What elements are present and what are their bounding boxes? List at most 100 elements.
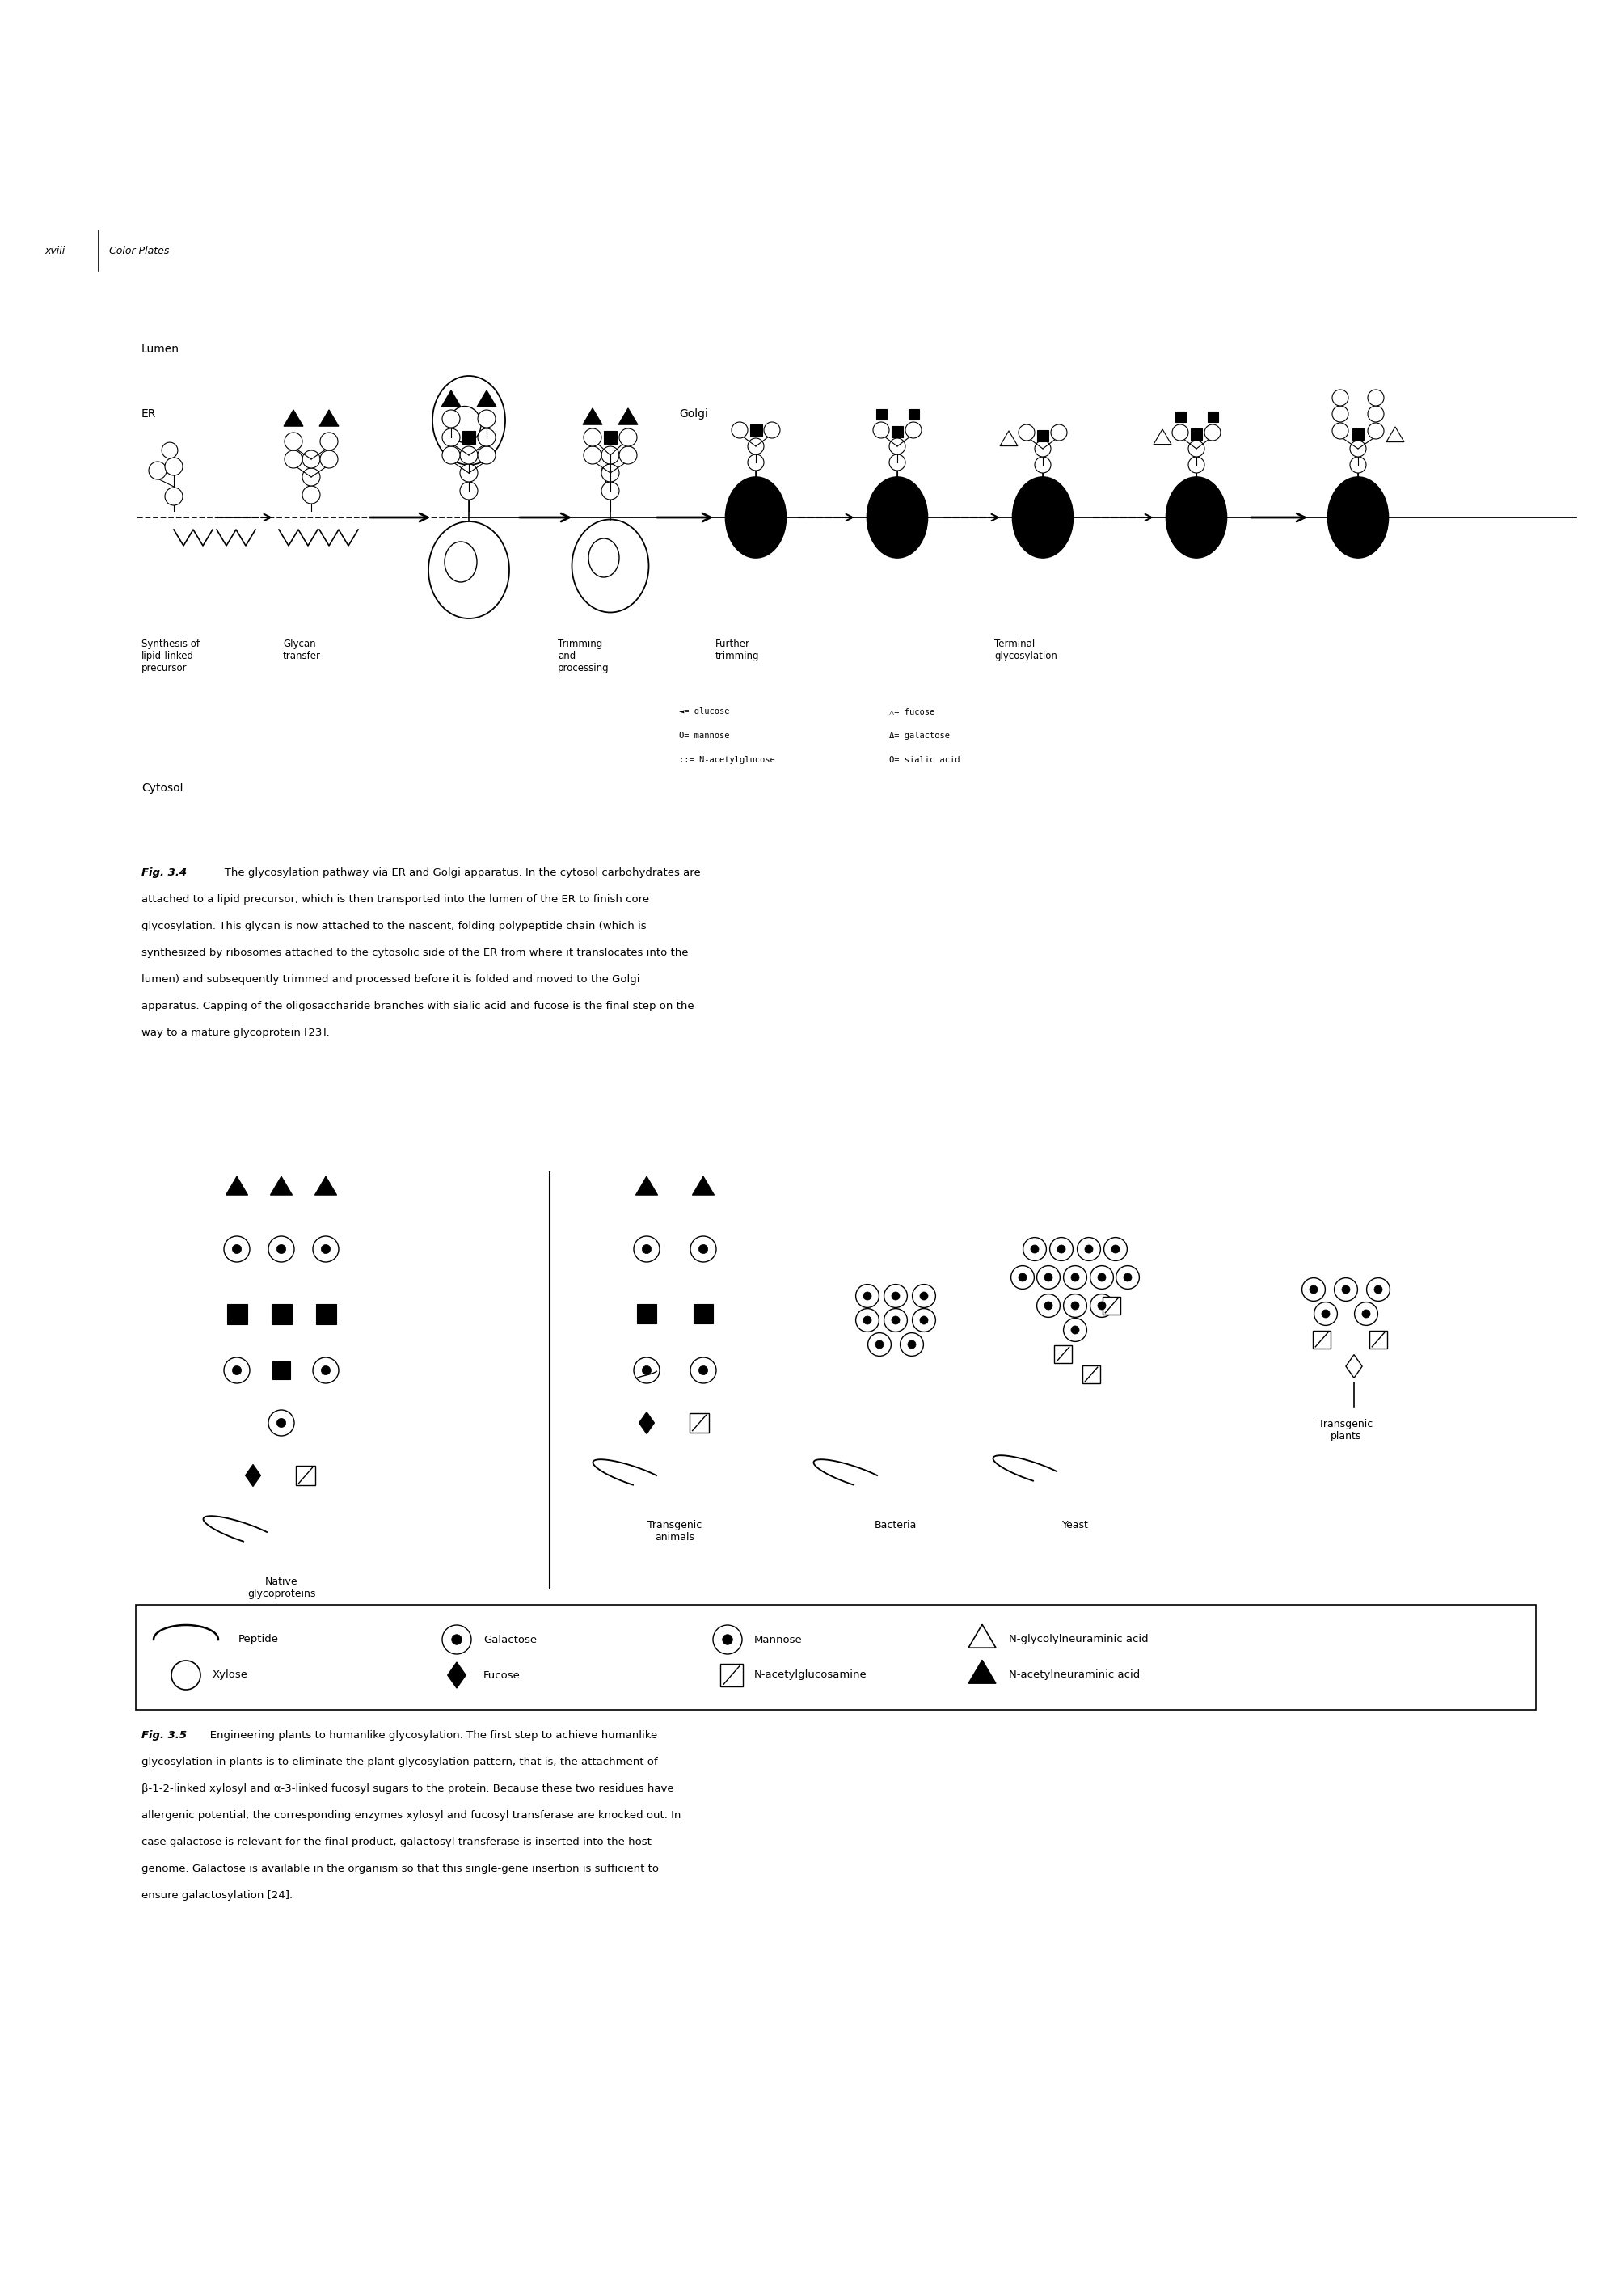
Text: synthesized by ribosomes attached to the cytosolic side of the ER from where it : synthesized by ribosomes attached to the… [141,947,689,958]
Circle shape [442,429,460,447]
Circle shape [477,429,495,447]
Text: Synthesis of
lipid-linked
precursor: Synthesis of lipid-linked precursor [141,639,200,674]
Circle shape [1332,422,1348,440]
Circle shape [1116,1265,1140,1288]
Bar [693,1304,713,1322]
Circle shape [1205,424,1221,440]
Circle shape [1064,1318,1086,1341]
Circle shape [451,1634,461,1646]
Circle shape [1367,390,1384,406]
Circle shape [919,1293,927,1300]
Circle shape [619,447,637,463]
Text: Δ= galactose: Δ= galactose [890,731,950,740]
Text: Native
glycoproteins: Native glycoproteins [247,1577,315,1600]
Circle shape [460,481,477,500]
Text: Color Plates: Color Plates [109,245,169,257]
Circle shape [583,447,601,463]
Text: Mannose: Mannose [754,1634,802,1646]
Circle shape [1064,1295,1086,1318]
Circle shape [276,1419,286,1428]
Circle shape [313,1235,339,1263]
Circle shape [1049,1238,1073,1261]
Text: Peptide: Peptide [239,1634,279,1646]
Circle shape [1044,1302,1052,1309]
Bar [296,1467,315,1485]
Bar [1369,1332,1387,1348]
Circle shape [1314,1302,1337,1325]
Circle shape [1350,440,1366,456]
Text: ER: ER [141,408,156,419]
Bar [1174,410,1186,422]
Circle shape [892,1293,900,1300]
Circle shape [864,1293,872,1300]
Text: N-acetylglucosamine: N-acetylglucosamine [754,1671,867,1680]
Circle shape [874,422,890,438]
Circle shape [1189,456,1205,472]
Circle shape [1064,1265,1086,1288]
Circle shape [1090,1295,1114,1318]
Text: β-1-2-linked xylosyl and α-3-linked fucosyl sugars to the protein. Because these: β-1-2-linked xylosyl and α-3-linked fuco… [141,1783,674,1795]
Polygon shape [968,1625,996,1648]
Circle shape [313,1357,339,1384]
Ellipse shape [572,520,648,612]
Circle shape [1018,1274,1026,1281]
Polygon shape [1000,431,1018,447]
Circle shape [162,442,177,458]
Text: Fucose: Fucose [484,1671,520,1680]
Text: ◄= glucose: ◄= glucose [679,708,729,715]
Circle shape [690,1235,716,1263]
Bar [1054,1345,1072,1364]
Polygon shape [635,1176,658,1194]
Text: Lumen: Lumen [141,344,180,355]
Circle shape [166,458,182,474]
Circle shape [919,1316,927,1325]
Circle shape [1302,1279,1325,1302]
Text: Transgenic
plants: Transgenic plants [1319,1419,1374,1442]
Circle shape [477,410,495,429]
Text: Fig. 3.5: Fig. 3.5 [141,1730,187,1740]
Circle shape [1018,424,1034,440]
Circle shape [442,1625,471,1655]
Circle shape [892,1316,900,1325]
Polygon shape [270,1176,292,1194]
Bar [271,1304,291,1325]
Text: way to a mature glycoprotein [23].: way to a mature glycoprotein [23]. [141,1027,330,1038]
Circle shape [1354,1302,1377,1325]
Bar [1190,429,1202,440]
Text: genome. Galactose is available in the organism so that this single-gene insertio: genome. Galactose is available in the or… [141,1863,659,1875]
Circle shape [619,429,637,447]
Text: O= mannose: O= mannose [679,731,729,740]
Text: Trimming
and
processing: Trimming and processing [557,639,609,674]
Text: glycosylation in plants is to eliminate the plant glycosylation pattern, that is: glycosylation in plants is to eliminate … [141,1756,658,1767]
Bar [750,424,762,435]
Circle shape [1124,1274,1132,1281]
Text: Transgenic
animals: Transgenic animals [648,1520,702,1543]
Polygon shape [315,1176,336,1194]
Polygon shape [477,390,497,406]
Bar [273,1361,291,1380]
Bar [875,408,887,419]
Bar [1207,410,1218,422]
Text: Engineering plants to humanlike glycosylation. The first step to achieve humanli: Engineering plants to humanlike glycosyl… [200,1730,658,1740]
Ellipse shape [726,477,786,557]
Circle shape [442,447,460,463]
Circle shape [690,1357,716,1384]
Circle shape [284,449,302,468]
Circle shape [1104,1238,1127,1261]
Text: apparatus. Capping of the oligosaccharide branches with sialic acid and fucose i: apparatus. Capping of the oligosaccharid… [141,1002,693,1011]
Text: △= fucose: △= fucose [890,708,935,715]
Circle shape [1034,440,1051,456]
Circle shape [442,410,460,429]
Text: lumen) and subsequently trimmed and processed before it is folded and moved to t: lumen) and subsequently trimmed and proc… [141,974,640,986]
Bar [1353,429,1364,440]
Bar [1312,1332,1330,1348]
Polygon shape [245,1465,261,1488]
Circle shape [1098,1302,1106,1309]
Text: Glycan
transfer: Glycan transfer [283,639,322,662]
Circle shape [913,1284,935,1309]
Polygon shape [1153,429,1171,445]
Circle shape [747,454,763,470]
Circle shape [641,1245,651,1254]
Circle shape [875,1341,883,1348]
Ellipse shape [429,523,510,619]
